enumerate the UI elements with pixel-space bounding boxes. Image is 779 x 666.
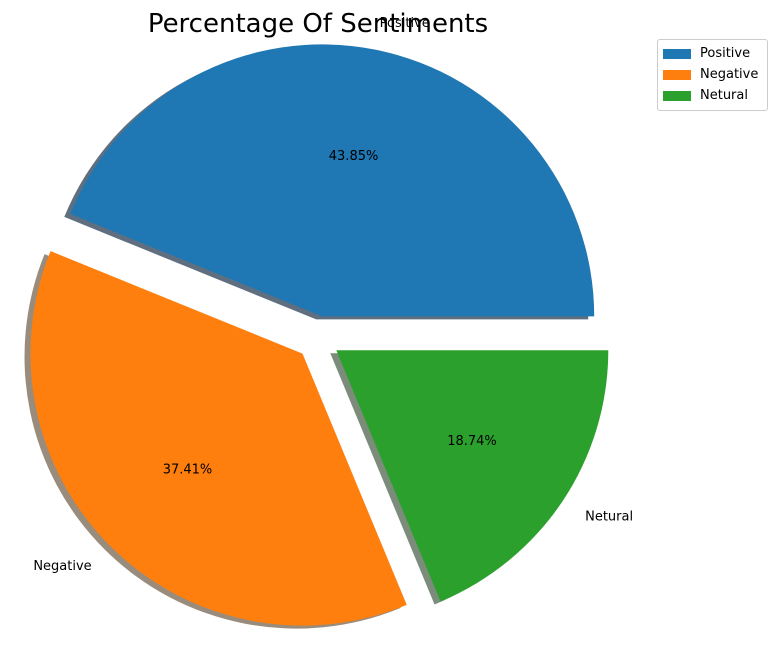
legend-swatch-negative <box>663 69 691 80</box>
pct-label-positive: 43.85% <box>329 149 379 164</box>
legend-swatch-netural <box>663 90 691 101</box>
legend-swatch-positive <box>663 48 691 59</box>
legend-item-netural: Netural <box>658 85 767 106</box>
legend-label-negative: Negative <box>700 67 759 82</box>
legend: Positive Negative Netural <box>657 39 768 111</box>
pct-label-netural: 18.74% <box>447 434 497 449</box>
legend-item-positive: Positive <box>658 43 767 64</box>
slice-positive <box>70 44 595 317</box>
slice-label-netural: Netural <box>585 509 633 524</box>
pie-slices <box>30 44 609 626</box>
slice-negative <box>30 251 407 626</box>
slice-netural <box>336 350 609 602</box>
pct-label-negative: 37.41% <box>163 462 213 477</box>
chart-title: Percentage Of Sentiments <box>148 9 488 39</box>
slice-label-negative: Negative <box>33 559 91 574</box>
legend-item-negative: Negative <box>658 64 767 85</box>
slice-labels: 43.85% Positive 37.41% Negative 18.74% Netura… <box>33 16 633 574</box>
slice-label-positive: Positive <box>380 16 430 31</box>
legend-label-positive: Positive <box>700 46 751 61</box>
legend-label-netural: Netural <box>700 88 748 103</box>
